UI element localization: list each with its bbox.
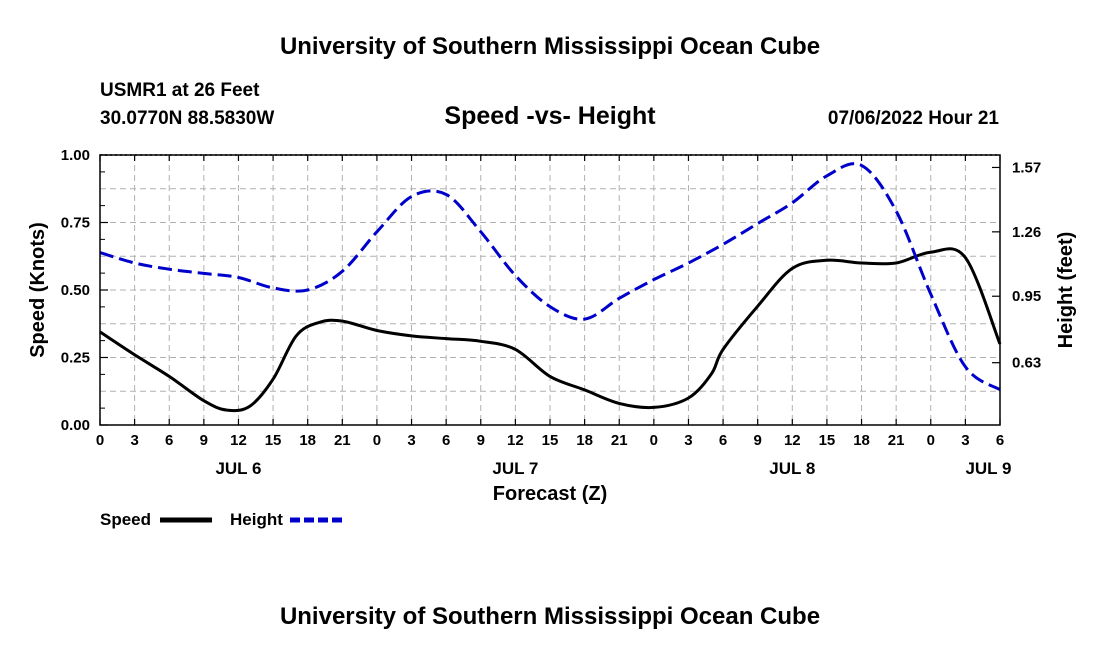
x-tick-label: 18 (576, 432, 593, 449)
top-title: University of Southern Mississippi Ocean… (280, 33, 820, 60)
date-label: 07/06/2022 Hour 21 (828, 108, 1000, 129)
series-line-height (99, 162, 1001, 392)
x-tick-label: 9 (477, 432, 485, 449)
x-tick-label: 6 (996, 432, 1004, 449)
y-axis-right-label: Height (feet) (1055, 232, 1077, 349)
x-tick-label: 9 (754, 432, 762, 449)
x-tick-label: 9 (200, 432, 208, 449)
y-left-tick-label: 1.00 (61, 147, 90, 164)
y-left-tick-label: 0.00 (61, 417, 90, 434)
axes: 0 3 6 9 12 15 18 21 0 3 6 9 12 15 18 21 0 3 6 9 12 15 18 21 0 3 6 0… (61, 147, 1041, 478)
x-tick-label: 3 (684, 432, 692, 449)
station-label: USMR1 at 26 Feet (100, 80, 260, 101)
day-label: JUL 9 (965, 459, 1011, 478)
day-label: JUL 8 (769, 459, 815, 478)
x-tick-label: 0 (650, 432, 658, 449)
x-tick-label: 12 (507, 432, 524, 449)
x-tick-label: 21 (888, 432, 905, 449)
x-tick-label: 21 (611, 432, 628, 449)
x-tick-label: 18 (299, 432, 316, 449)
day-label: JUL 6 (215, 459, 261, 478)
x-tick-label: 12 (230, 432, 247, 449)
y-right-tick-label: 0.95 (1012, 288, 1041, 305)
day-label: JUL 7 (492, 459, 538, 478)
x-tick-label: 0 (927, 432, 935, 449)
x-tick-label: 0 (96, 432, 104, 449)
x-tick-label: 3 (130, 432, 138, 449)
legend-height-label: Height (230, 510, 283, 529)
x-tick-label: 15 (542, 432, 559, 449)
y-left-tick-label: 0.50 (61, 282, 90, 299)
legend: Speed Height (100, 510, 342, 529)
coords-label: 30.0770N 88.5830W (100, 108, 274, 129)
x-tick-label: 0 (373, 432, 381, 449)
chart-title: Speed -vs- Height (444, 102, 656, 130)
bottom-title: University of Southern Mississippi Ocean… (280, 603, 820, 630)
series-line-speed (99, 247, 1002, 413)
y-right-tick-label: 0.63 (1012, 355, 1041, 372)
y-right-tick-label: 1.57 (1012, 159, 1041, 176)
x-tick-label: 18 (853, 432, 870, 449)
y-left-tick-label: 0.75 (61, 215, 90, 232)
legend-speed-label: Speed (100, 510, 151, 529)
x-tick-label: 3 (407, 432, 415, 449)
x-axis-label: Forecast (Z) (493, 483, 607, 505)
x-tick-label: 6 (165, 432, 173, 449)
x-tick-label: 15 (819, 432, 836, 449)
y-left-tick-label: 0.25 (61, 350, 90, 367)
x-tick-label: 12 (784, 432, 801, 449)
y-axis-left-label: Speed (Knots) (27, 222, 49, 358)
series-layer (99, 162, 1002, 413)
x-tick-label: 6 (442, 432, 450, 449)
x-tick-label: 15 (265, 432, 282, 449)
x-tick-label: 6 (719, 432, 727, 449)
x-tick-label: 21 (334, 432, 351, 449)
y-right-tick-label: 1.26 (1012, 224, 1041, 241)
x-tick-label: 3 (961, 432, 969, 449)
grid (100, 155, 1000, 425)
